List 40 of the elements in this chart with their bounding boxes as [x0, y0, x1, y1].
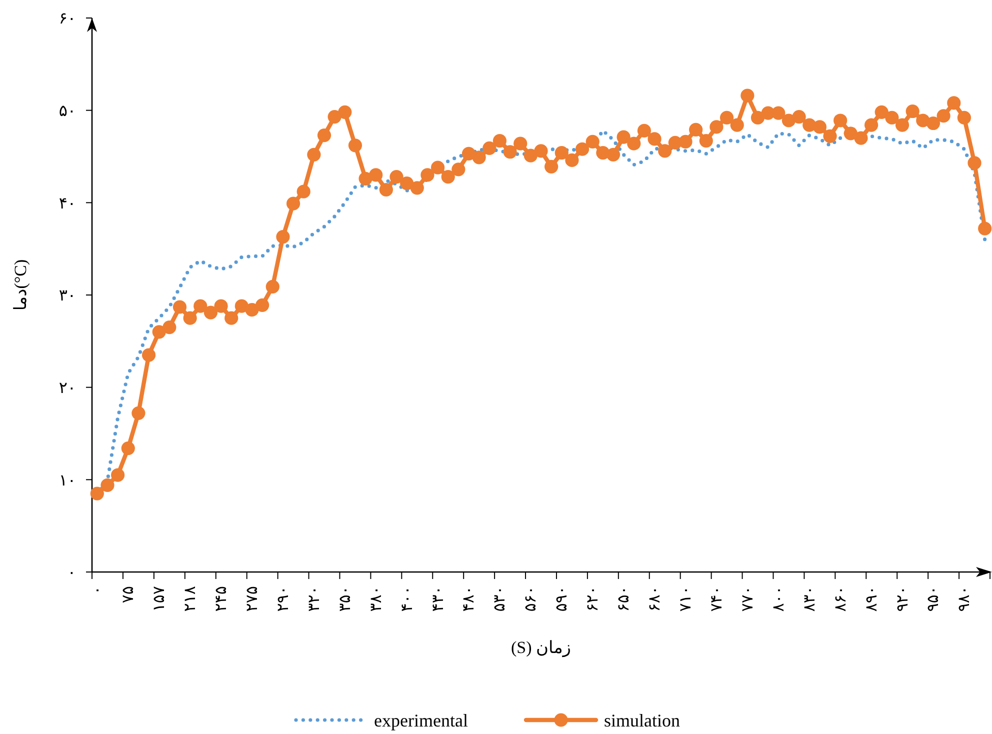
x-tick-label: ۲۱۸	[182, 586, 200, 612]
x-tick-label: ۰	[89, 586, 106, 595]
x-tick-label: ۸۳۰	[801, 586, 818, 612]
y-tick-label: ۴۰	[58, 195, 76, 212]
x-tick-label: ۱۵۷	[151, 586, 168, 612]
x-tick-label: ۵۶۰	[522, 586, 540, 612]
x-tick-label: ۳۸۰	[368, 586, 385, 612]
x-tick-label: ۳۲۰	[306, 586, 323, 612]
x-tick-label: ۲۹۰	[274, 586, 292, 612]
x-tick-label: ۹۲۰	[894, 586, 912, 612]
y-axis-title: دما(°C)	[11, 259, 30, 311]
x-tick-label: ۶۵۰	[616, 586, 633, 612]
y-tick-label: ۵۰	[58, 102, 76, 120]
x-tick-label: ۸۶۰	[832, 586, 850, 612]
x-tick-label: ۴۰۰	[398, 586, 416, 612]
x-tick-label: ۹۸۰	[956, 586, 974, 612]
x-tick-label: ۷۷۰	[739, 586, 756, 612]
x-tick-label: ۵۹۰	[554, 586, 571, 612]
x-tick-label: ۸۰۰	[770, 586, 788, 612]
y-tick-label: ۶۰	[58, 10, 76, 28]
x-tick-label: ۷۵	[120, 586, 138, 604]
legend-label: experimental	[374, 710, 468, 730]
x-tick-label: ۳۵۰	[336, 586, 354, 612]
x-tick-label: ۷۴۰	[708, 586, 726, 612]
x-tick-label: ۸۹۰	[863, 586, 880, 612]
x-tick-label: ۷۱۰	[678, 586, 695, 612]
y-tick-label: ۲۰	[58, 380, 76, 397]
x-tick-label: ۴۸۰	[460, 586, 478, 612]
x-tick-label: ۶۲۰	[584, 586, 602, 612]
y-tick-label: ۱۰	[58, 472, 76, 490]
x-tick-label: ۲۴۵	[213, 586, 230, 612]
y-tick-label: ۳۰	[58, 288, 76, 305]
x-tick-label: ۴۳۰	[430, 586, 447, 612]
x-tick-label: ۵۳۰	[492, 586, 509, 612]
x-tick-label: ۶۸۰	[646, 586, 664, 612]
legend-label: simulation	[604, 710, 680, 730]
y-tick-label: ۰	[67, 564, 76, 582]
x-tick-label: ۲۷۵	[244, 586, 261, 612]
x-tick-label: ۹۵۰	[925, 586, 942, 612]
x-axis-title: زمان (S)	[510, 638, 572, 658]
